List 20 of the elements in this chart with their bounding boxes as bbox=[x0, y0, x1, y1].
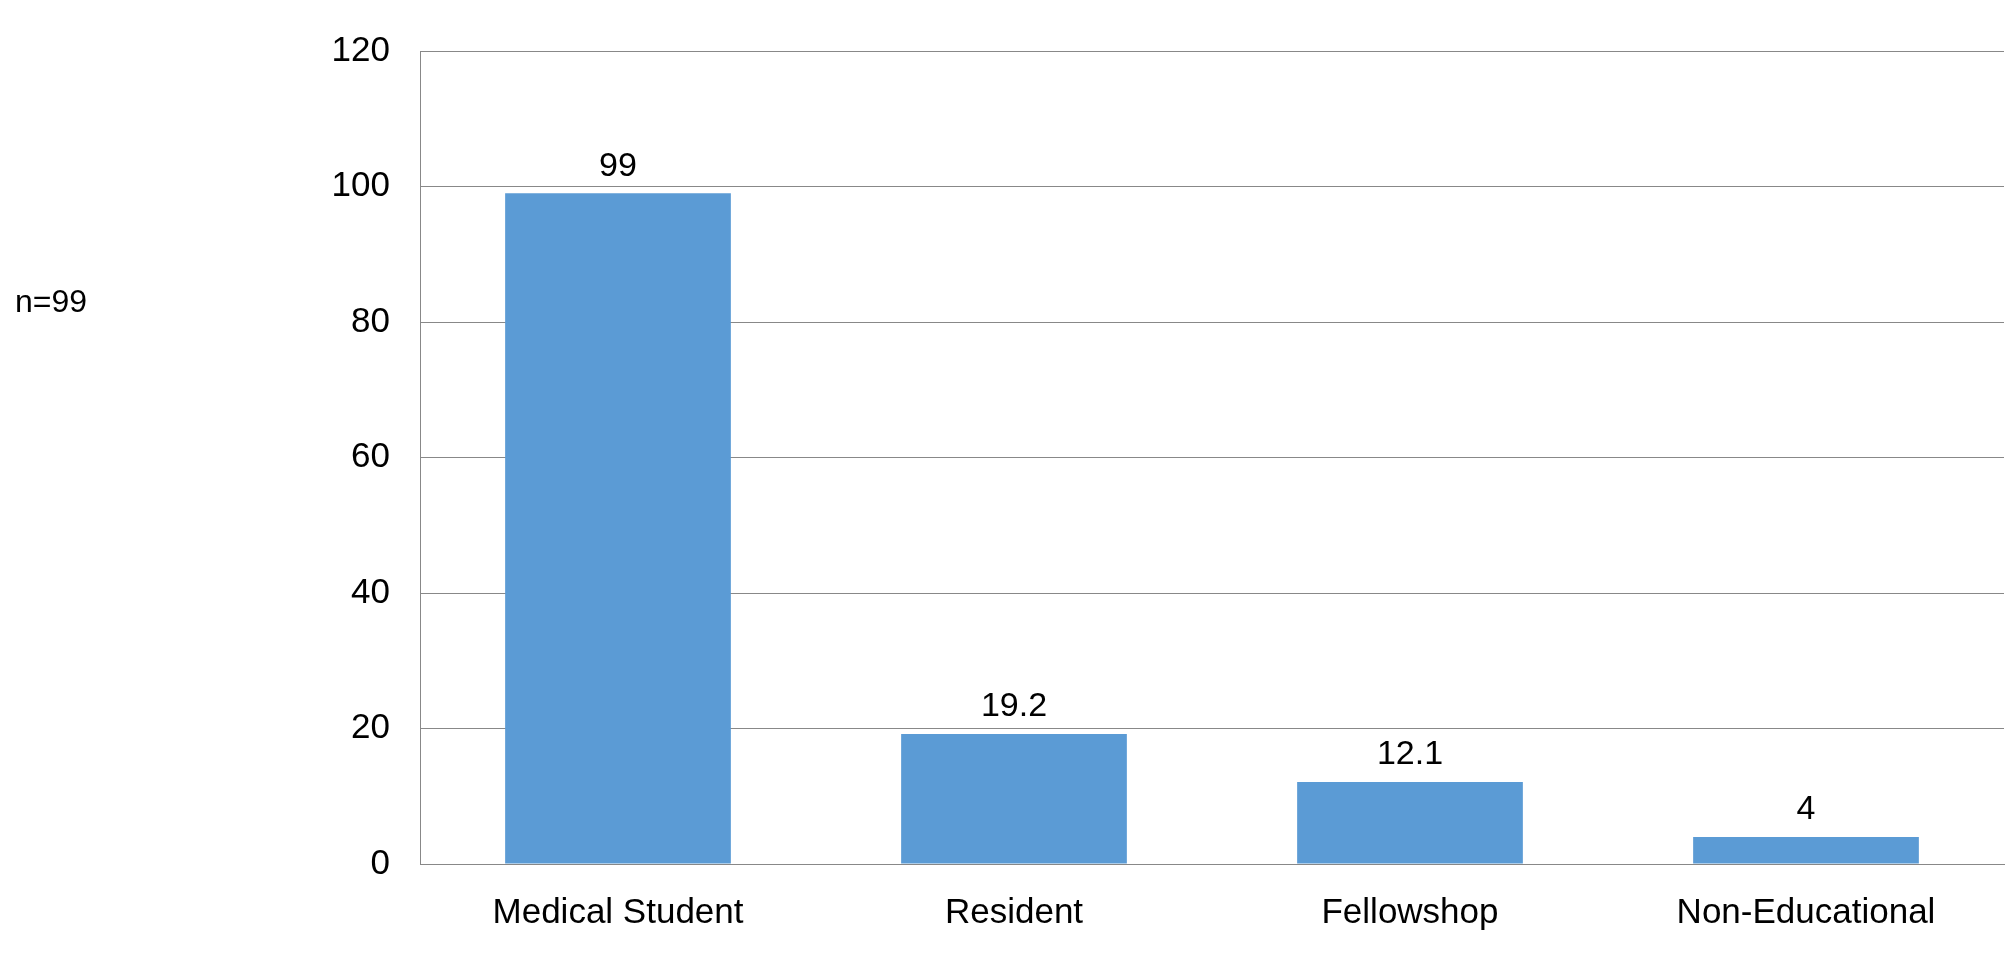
y-tick-label: 120 bbox=[331, 28, 390, 68]
data-label: 99 bbox=[599, 144, 637, 183]
x-tick-label: Medical Student bbox=[492, 890, 744, 930]
data-label: 12.1 bbox=[1376, 733, 1444, 772]
data-label: 19.2 bbox=[980, 685, 1048, 724]
bar bbox=[505, 193, 731, 864]
bar bbox=[1297, 782, 1523, 864]
y-tick-label: 100 bbox=[331, 164, 390, 204]
x-tick-label: Non-Educational bbox=[1676, 890, 1936, 930]
data-label: 4 bbox=[1796, 788, 1816, 827]
y-tick-label: 60 bbox=[351, 435, 390, 475]
bar bbox=[901, 733, 1127, 864]
x-tick-label: Fellowshop bbox=[1321, 890, 1499, 930]
text: n=99 bbox=[15, 282, 88, 319]
x-tick-label: Resident bbox=[944, 890, 1084, 930]
y-tick-label: 80 bbox=[351, 299, 390, 339]
bar bbox=[1693, 836, 1919, 864]
y-tick-label: 0 bbox=[370, 841, 390, 881]
y-tick-label: 20 bbox=[351, 706, 390, 746]
y-tick-label: 40 bbox=[351, 570, 390, 610]
